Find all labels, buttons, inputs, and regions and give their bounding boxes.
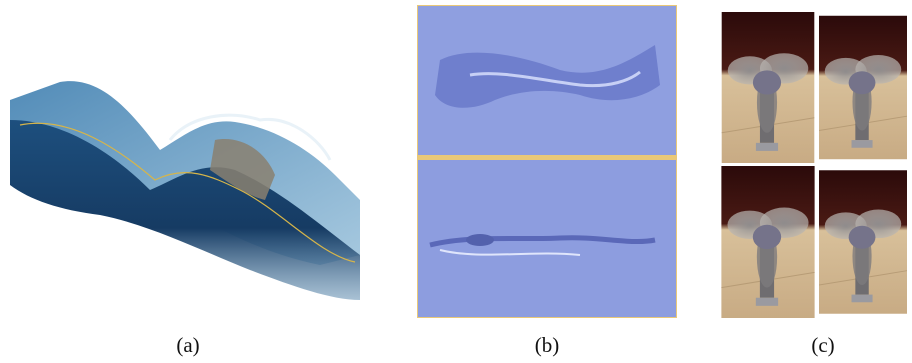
caption: (c) (811, 333, 834, 357)
caption: (b) (535, 333, 560, 357)
caption: (a) (176, 333, 199, 357)
figure: (a) (b) (c) (0, 0, 912, 363)
panel-a-image (10, 81, 360, 300)
panel-c-image (721, 12, 907, 318)
page: {"panels": [{"caption": "(a)"}, {"captio… (0, 0, 912, 363)
panel-b-image (417, 5, 677, 318)
